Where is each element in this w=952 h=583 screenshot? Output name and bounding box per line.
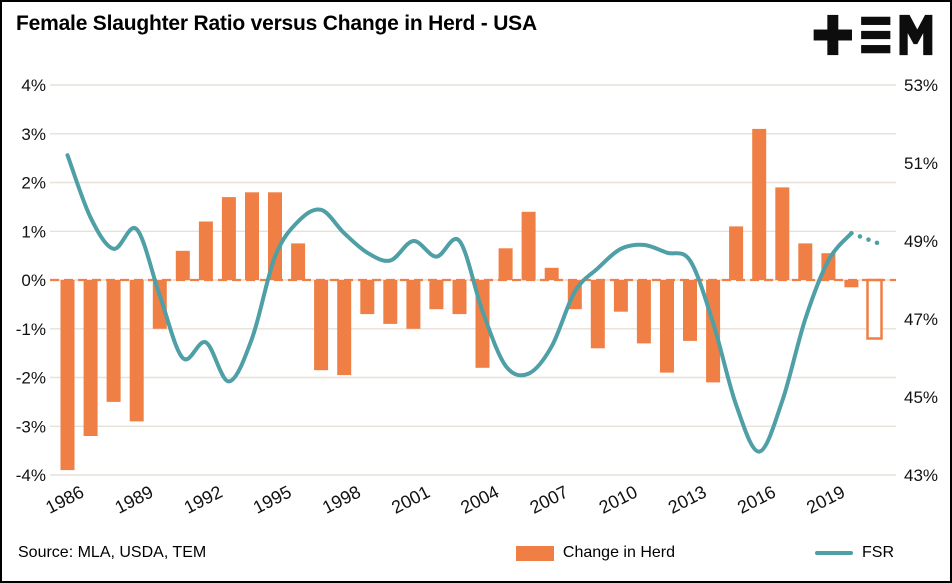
right-axis-tick: 45% [904, 388, 938, 407]
x-axis-tick: 1995 [250, 482, 295, 518]
herd-bar [60, 279, 75, 471]
x-axis-tick: 2004 [457, 482, 502, 518]
herd-bar [314, 279, 329, 371]
herd-bar [106, 279, 121, 402]
herd-bar [752, 128, 767, 280]
tem-logo [812, 14, 934, 61]
x-axis-tick: 2007 [527, 482, 572, 518]
herd-bar [798, 243, 813, 280]
left-axis-tick: -1% [16, 320, 46, 339]
herd-bar [406, 279, 421, 329]
right-axis-tick: 47% [904, 310, 938, 329]
legend-herd-label: Change in Herd [562, 544, 675, 562]
herd-bar [729, 226, 744, 280]
right-axis-tick: 53% [904, 76, 938, 95]
x-axis-tick: 1986 [42, 482, 87, 518]
herd-bar [360, 279, 375, 315]
herd-bar [221, 197, 236, 280]
herd-bar [129, 279, 144, 422]
x-axis-tick: 2010 [596, 482, 641, 518]
herd-bar [706, 279, 721, 383]
herd-bar [613, 279, 628, 312]
herd-bar [521, 211, 536, 281]
herd-bar [775, 187, 790, 280]
herd-bar [660, 279, 674, 373]
x-axis-tick: 1998 [319, 482, 364, 518]
left-axis-tick: 2% [21, 173, 46, 192]
right-axis-tick: 49% [904, 232, 938, 251]
chart-title: Female Slaughter Ratio versus Change in … [16, 12, 537, 35]
right-axis-tick: 51% [904, 154, 938, 173]
source-note: Source: MLA, USDA, TEM [18, 544, 207, 562]
herd-bar [152, 279, 167, 329]
x-axis-tick: 1989 [112, 482, 157, 518]
x-axis-tick: 2013 [665, 482, 710, 518]
x-axis-tick: 2001 [388, 482, 433, 518]
herd-bar [821, 253, 836, 280]
right-axis-tick: 43% [904, 466, 938, 485]
herd-bar [83, 279, 98, 436]
herd-bar [337, 279, 352, 376]
herd-bar [498, 248, 513, 280]
legend-fsr-label: FSR [862, 544, 894, 562]
herd-bar [590, 279, 605, 349]
herd-bar [429, 279, 444, 310]
herd-bar [198, 221, 213, 280]
herd-bar [683, 279, 697, 341]
chart-area: 4% 3% 2% 1% 0% -1% -2% -3% -4% 53% 51% 49% 47% 45% 43%… [2, 65, 950, 532]
herd-bar [636, 279, 651, 344]
herd-bar [291, 243, 306, 280]
left-axis-tick: -4% [16, 466, 46, 485]
herd-bar [245, 192, 259, 280]
chart-footer: Source: MLA, USDA, TEM Change in Herd FS… [2, 532, 950, 581]
fsr-line [65, 153, 854, 454]
fsr-swatch-icon [815, 551, 853, 556]
left-axis-tick: 0% [21, 271, 46, 290]
fsr-line-forecast [849, 230, 885, 248]
left-axis-tick: -3% [16, 417, 46, 436]
herd-bar [844, 279, 859, 288]
left-axis-tick: 3% [21, 125, 46, 144]
x-axis-tick: 1992 [181, 482, 226, 518]
herd-swatch-icon [515, 545, 554, 561]
tem-logo-icon [813, 14, 933, 56]
herd-bar [866, 278, 883, 340]
herd-bar [452, 279, 467, 315]
chart-canvas: 4% 3% 2% 1% 0% -1% -2% -3% -4% 53% 51% 49% 47% 45% 43%… [16, 76, 938, 518]
herd-bar [544, 267, 559, 280]
x-axis-tick: 2016 [734, 482, 779, 518]
left-axis-tick: -2% [16, 368, 46, 387]
legend-change-in-herd: Change in Herd [515, 544, 675, 562]
chart-header: Female Slaughter Ratio versus Change in … [2, 2, 950, 65]
left-axis-tick: 1% [21, 222, 46, 241]
herd-bar [268, 192, 282, 280]
legend-fsr: FSR [815, 544, 894, 562]
herd-bar [175, 250, 190, 281]
herd-bar [383, 279, 398, 324]
left-axis-tick: 4% [21, 76, 46, 95]
x-axis-tick: 2019 [803, 482, 848, 518]
